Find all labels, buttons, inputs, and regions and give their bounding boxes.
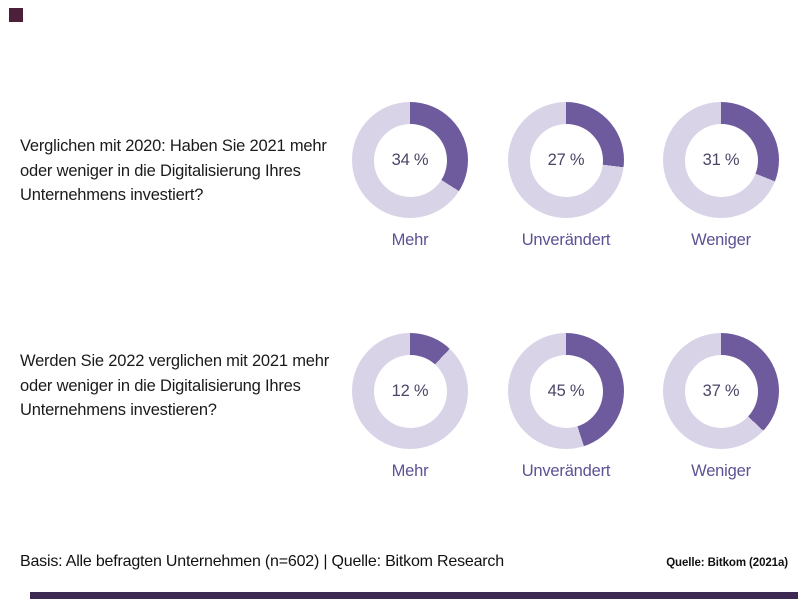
donut-percent-label: 31 % [702,150,740,169]
donut-category-label: Mehr [391,462,429,480]
donut-chart-2021-weniger: 31 % [663,102,779,218]
donut-chart-2021-mehr: 34 % [352,102,468,218]
donut-category-label: Unverändert [521,462,611,480]
footer-source-text: Quelle: Bitkom (2021a) [666,557,788,569]
donut-category-label: Unverändert [521,231,611,249]
donut-group-2021-unveraendert: 27 % Unverändert [486,102,646,250]
brand-bottom-bar [30,592,798,599]
donut-group-2022-mehr: 12 % Mehr [330,333,490,481]
donut-percent-label: 37 % [702,381,740,400]
brand-corner-square [9,8,23,22]
donut-chart-2022-unveraendert: 45 % [508,333,624,449]
donut-category-label: Mehr [391,231,429,249]
question-2021: Verglichen mit 2020: Haben Sie 2021 mehr… [20,137,327,205]
donut-group-2022-unveraendert: 45 % Unverändert [486,333,646,481]
question-2022: Werden Sie 2022 verglichen mit 2021 mehr… [20,352,330,420]
donut-category-label: Weniger [691,231,751,249]
donut-percent-label: 34 % [391,150,429,169]
donut-group-2022-weniger: 37 % Weniger [641,333,798,481]
donut-percent-label: 45 % [547,381,585,400]
donut-percent-label: 27 % [547,150,585,169]
donut-chart-2022-mehr: 12 % [352,333,468,449]
donut-group-2021-weniger: 31 % Weniger [641,102,798,250]
donut-percent-label: 12 % [391,381,429,400]
donut-chart-2021-unveraendert: 27 % [508,102,624,218]
donut-category-label: Weniger [691,462,751,480]
footer-basis-text: Basis: Alle befragten Unternehmen (n=602… [20,553,504,570]
donut-group-2021-mehr: 34 % Mehr [330,102,490,250]
donut-chart-2022-weniger: 37 % [663,333,779,449]
